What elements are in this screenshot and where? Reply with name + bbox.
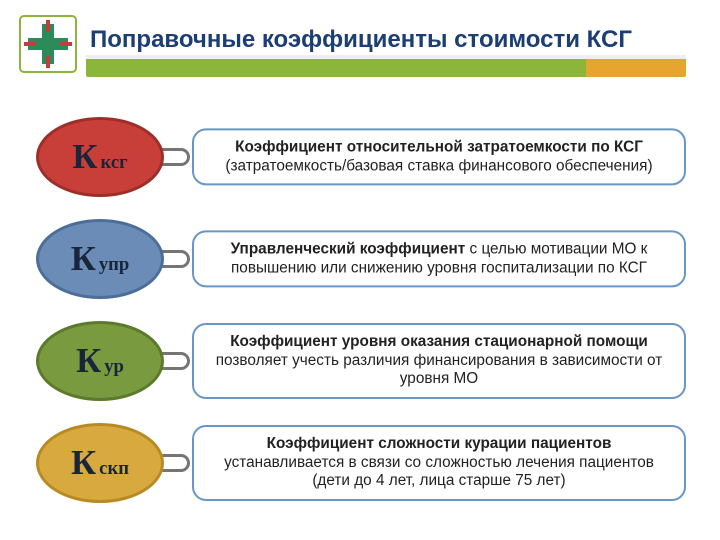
title-underline bbox=[86, 55, 686, 77]
coefficient-oval-upr: К упр bbox=[36, 219, 164, 299]
k-letter: К bbox=[71, 444, 96, 483]
k-subscript: упр bbox=[99, 254, 129, 276]
coefficient-oval-skp: К скп bbox=[36, 423, 164, 503]
coefficient-row: К скп Коэффициент сложности курации паци… bbox=[36, 418, 686, 508]
coefficient-oval-ur: К ур bbox=[36, 321, 164, 401]
desc-bold: Коэффициент сложности курации пациентов bbox=[267, 435, 612, 452]
coefficient-row: К упр Управленческий коэффициент с целью… bbox=[36, 214, 686, 304]
coefficient-row: К ур Коэффициент уровня оказания стацион… bbox=[36, 316, 686, 406]
desc-bold: Коэффициент относительной затратоемкости… bbox=[235, 138, 643, 155]
coefficient-row: К ксг Коэффициент относительной затратое… bbox=[36, 112, 686, 202]
k-subscript: ксг bbox=[101, 152, 128, 174]
desc-rest: позволяет учесть различия финансирования… bbox=[216, 352, 662, 388]
page-title: Поправочные коэффициенты стоимости КСГ bbox=[90, 26, 690, 54]
desc-rest: устанавливается в связи со сложностью ле… bbox=[224, 454, 654, 490]
k-letter: К bbox=[72, 138, 97, 177]
k-subscript: ур bbox=[104, 356, 124, 378]
coefficient-list: К ксг Коэффициент относительной затратое… bbox=[36, 112, 686, 520]
logo bbox=[18, 14, 78, 74]
desc-bold: Управленческий коэффициент bbox=[231, 240, 466, 257]
desc-bold: Коэффициент уровня оказания стационарной… bbox=[230, 333, 648, 350]
k-letter: К bbox=[71, 240, 96, 279]
coefficient-desc: Коэффициент относительной затратоемкости… bbox=[192, 128, 686, 185]
coefficient-desc: Коэффициент уровня оказания стационарной… bbox=[192, 323, 686, 399]
coefficient-oval-ksg: К ксг bbox=[36, 117, 164, 197]
k-subscript: скп bbox=[99, 458, 129, 480]
k-letter: К bbox=[76, 342, 101, 381]
coefficient-desc: Коэффициент сложности курации пациентов … bbox=[192, 425, 686, 501]
desc-rest: (затратоемкость/базовая ставка финансово… bbox=[225, 157, 652, 174]
coefficient-desc: Управленческий коэффициент с целью мотив… bbox=[192, 230, 686, 287]
